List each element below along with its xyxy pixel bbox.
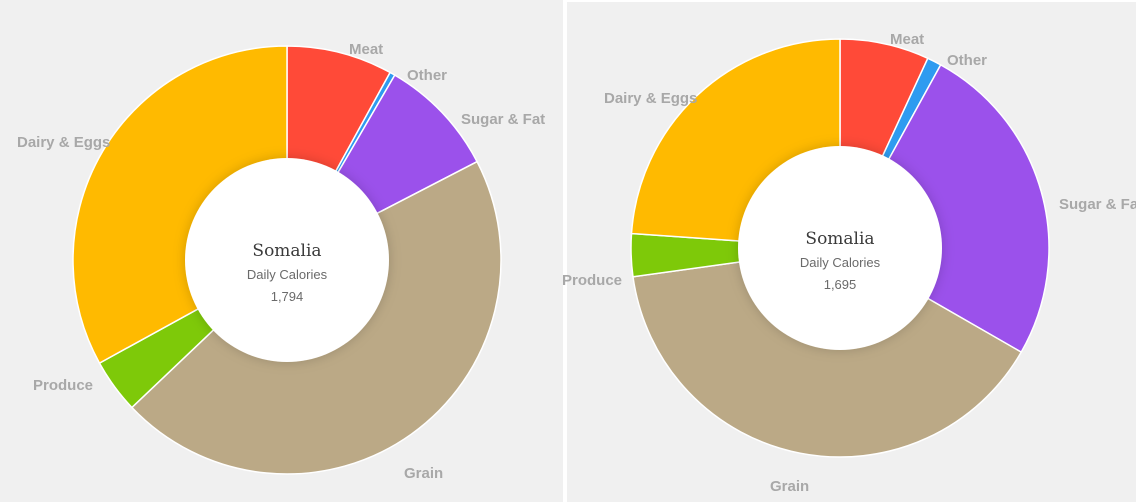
slice-label-other-left: Other [407,67,447,84]
slice-label-dairy-eggs-left: Dairy & Eggs [17,134,110,151]
slice-label-sugar-fat-left: Sugar & Fat [461,111,545,128]
center-subtitle-right: Daily Calories [800,255,881,270]
center-subtitle-left: Daily Calories [247,267,328,282]
donut-hole-right [738,146,942,350]
slice-label-produce-left: Produce [33,377,93,394]
slice-label-dairy-eggs-right: Dairy & Eggs [604,90,697,107]
center-title-left: Somalia [252,241,321,261]
center-value-left: 1,794 [271,289,304,304]
donut-chart-right-svg: Somalia Daily Calories 1,695 Meat Other Sugar… [562,31,1136,495]
slice-label-other-right: Other [947,52,987,69]
donut-hole-left [185,158,389,362]
slice-label-produce-right: Produce [562,272,622,289]
slice-label-grain-left: Grain [404,465,443,482]
donut-chart-left: Somalia Daily Calories 1,794 Meat Other Sugar… [0,0,563,502]
center-value-right: 1,695 [824,277,857,292]
donut-chart-right: Somalia Daily Calories 1,695 Meat Other Sugar… [562,2,1136,502]
slice-label-meat-left: Meat [349,41,383,58]
slice-label-sugar-fat-right: Sugar & Fat [1059,196,1136,213]
slice-sugar-fat-right [838,63,1050,354]
donut-chart-left-svg: Somalia Daily Calories 1,794 Meat Other Sugar… [17,41,545,482]
slice-label-grain-right: Grain [770,478,809,495]
slice-label-meat-right: Meat [890,31,924,48]
center-title-right: Somalia [805,229,874,249]
